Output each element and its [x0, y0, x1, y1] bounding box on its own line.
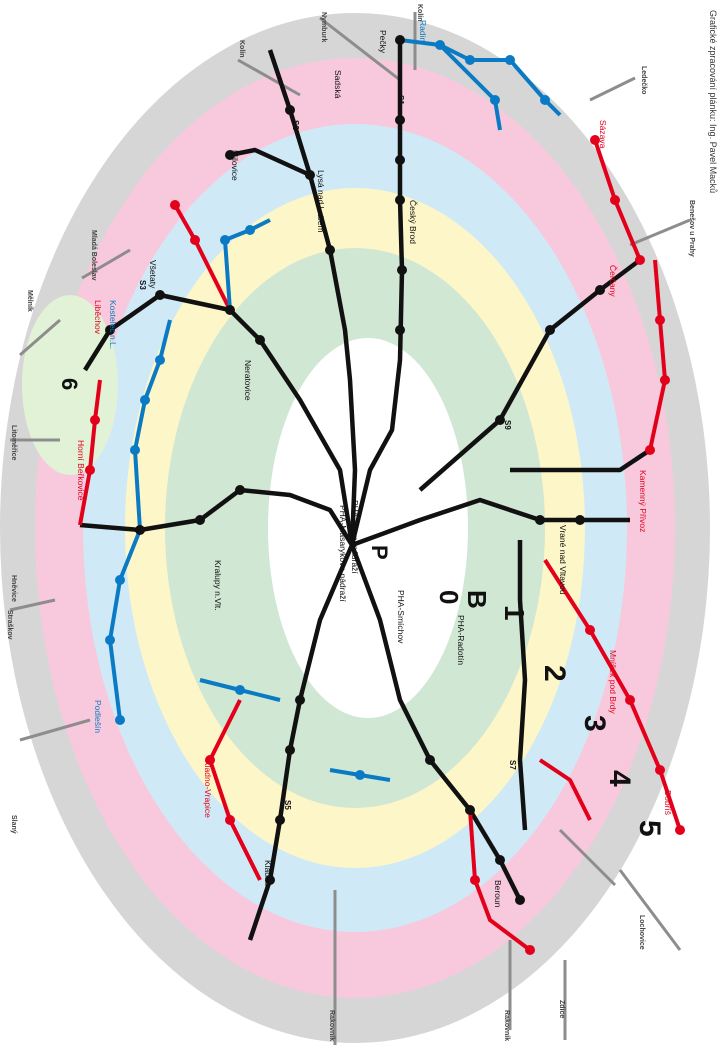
dest-benesov: Benešov u Prahy	[688, 200, 695, 257]
stations-black	[105, 35, 605, 905]
dest-slany: Slaný	[10, 815, 17, 834]
outer-arrows	[9, 12, 691, 1045]
zone-label-5: 5	[633, 820, 666, 837]
zone-label-4: 4	[603, 770, 636, 787]
station-label: Radim	[418, 20, 428, 45]
station-label: PHA-hlavní nádraží	[350, 500, 360, 574]
station-label: Milovice	[230, 150, 240, 181]
stations-blue	[105, 40, 550, 780]
station-labels: Pečky Sadská Český Brod Lysá nad Labem M…	[76, 20, 673, 908]
dest-zdice: Zdice	[558, 1000, 565, 1018]
dest-rakovnik-120: Rakovník	[328, 1010, 335, 1041]
line-label: S2	[291, 120, 300, 130]
line-label: S3	[138, 280, 147, 290]
station-label: Čerčany	[608, 265, 618, 297]
destination-labels: Nymburk Kolín Kolín Ledečko Benešov u Pr…	[6, 4, 695, 1041]
station-label: Liběchov	[93, 300, 103, 335]
station-label: Kamenný Přívoz	[638, 470, 648, 532]
station-label: Horní Beřkovice	[76, 440, 86, 501]
station-label: PHA-Masarykovo nádraží	[338, 505, 348, 602]
station-label: Kralupy n.Vlt.	[213, 560, 223, 611]
station-label: Sázava	[598, 120, 608, 149]
dest-mlada-boleslav: Mladá Boleslav	[90, 230, 97, 281]
dest-nymburk: Nymburk	[320, 12, 327, 42]
line-labels: S1 S2 S3 S5 S7 S9	[138, 95, 517, 810]
stations-red	[85, 135, 685, 955]
dest-rakovnik-174: Rakovník	[503, 1010, 510, 1041]
station-label: Lysá nad Labem	[316, 170, 326, 233]
station-label: PHA-Smíchov	[396, 590, 406, 644]
line-label: S5	[283, 800, 292, 810]
station-label: Kladno	[263, 860, 273, 887]
dest-melnik: Mělník	[26, 290, 33, 312]
station-label: Kladno-Vrapice	[203, 760, 213, 818]
station-label: Podlešín	[93, 700, 103, 733]
dest-kolin-011: Kolín	[416, 4, 423, 22]
dest-ledecko: Ledečko	[640, 66, 647, 94]
station-label: Kostelec n.L.	[108, 300, 118, 349]
station-label: Pečky	[378, 30, 388, 54]
dest-kolin-231: Kolín	[238, 40, 245, 58]
dest-lochovice: Lochovice	[638, 915, 645, 950]
station-label: Neratovice	[243, 360, 253, 401]
zone-label-1: 1	[499, 605, 530, 621]
zone-label-B: B	[462, 590, 492, 609]
zone-label-2: 2	[538, 665, 571, 682]
station-label: Dobříš	[663, 790, 673, 815]
station-label: Mníšek pod Brdy	[608, 650, 618, 715]
dest-litomerice: Litoměřice	[10, 425, 17, 461]
line-label: S1	[396, 95, 405, 105]
station-label: Všetaty	[148, 260, 158, 289]
dest-straskov: Straškov	[6, 610, 13, 640]
zone-label-6: 6	[57, 378, 82, 390]
line-label: S7	[508, 760, 517, 770]
zone-label-0: 0	[434, 590, 464, 604]
station-label: Český Brod	[408, 200, 418, 244]
stations	[85, 35, 685, 955]
station-label: PHA-Radotín	[456, 615, 466, 665]
map-credit: Grafické zpracování plánku: Ing. Pavel M…	[708, 10, 718, 193]
station-label: Vrané nad Vltavou	[558, 525, 568, 595]
zone-label-3: 3	[578, 715, 611, 732]
dest-hnevice: Hněvice	[10, 575, 17, 602]
station-label: Beroun	[493, 880, 503, 908]
zone-number-labels: P 0 B 1 2 3 4 5 6	[57, 378, 666, 837]
zone-label-P: P	[367, 545, 392, 560]
line-label: S9	[503, 420, 512, 430]
station-label: Sadská	[333, 70, 343, 99]
